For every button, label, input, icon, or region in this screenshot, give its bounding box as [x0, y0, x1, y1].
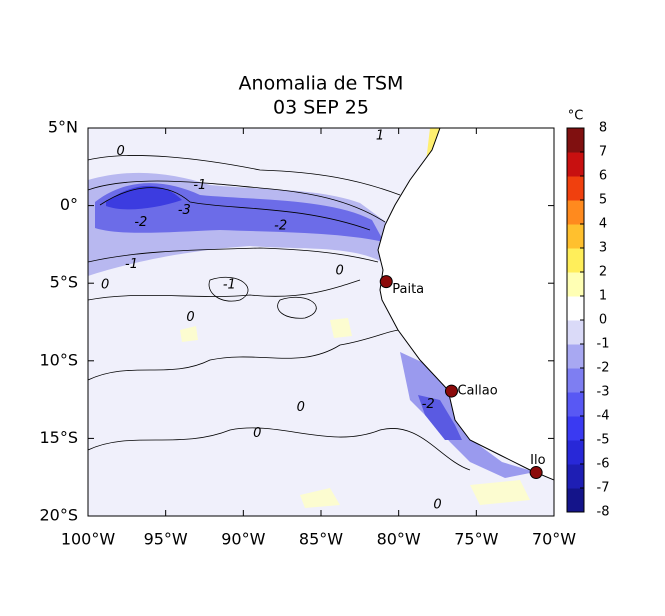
colorbar-segment — [567, 416, 584, 441]
anomaly-area — [106, 185, 182, 210]
colorbar-tick-label: -3 — [597, 385, 610, 400]
colorbar-segment — [567, 320, 584, 345]
land — [377, 128, 554, 481]
contour-label: -2 — [422, 397, 435, 412]
colorbar-tick-label: 7 — [599, 145, 607, 160]
colorbar-segment — [567, 440, 584, 465]
colorbar-tick-label: 5 — [599, 193, 607, 208]
colorbar-tick-label: -2 — [597, 361, 610, 376]
colorbar-tick-label: 0 — [599, 313, 607, 328]
contour-label: -1 — [125, 257, 138, 272]
y-tick-label: 15°S — [39, 428, 78, 447]
contour-label: -2 — [134, 215, 147, 230]
title-line: Anomalia de TSM — [239, 73, 404, 95]
contour-label: -3 — [178, 203, 191, 218]
y-tick-label: 5°N — [48, 118, 78, 137]
colorbar-segment — [567, 368, 584, 393]
colorbar-segment — [567, 344, 584, 369]
x-tick-label: 80°W — [377, 530, 421, 549]
y-tick-label: 10°S — [39, 350, 78, 369]
anomaly-area — [400, 352, 535, 478]
x-tick-label: 75°W — [454, 530, 498, 549]
colorbar-unit: °C — [568, 109, 584, 124]
contour-label: 1 — [376, 128, 384, 143]
contour-label: 0 — [433, 498, 441, 513]
contour-label: 0 — [253, 426, 261, 441]
colorbar-tick-label: -7 — [597, 481, 610, 496]
colorbar-tick-label: 8 — [599, 121, 607, 136]
contour-label: 0 — [186, 310, 194, 325]
title-line: 03 SEP 25 — [273, 97, 369, 119]
colorbar-segment — [567, 152, 584, 177]
colorbar-tick-label: 6 — [599, 169, 607, 184]
contours — [88, 155, 471, 471]
contour-label: 0 — [297, 400, 305, 415]
contour-label: 0 — [335, 263, 343, 278]
city-marker — [444, 384, 458, 398]
y-tick-label: 5°S — [50, 273, 78, 292]
colorbar-tick-label: 2 — [599, 265, 607, 280]
colorbar-segment — [567, 464, 584, 489]
colorbar-tick-label: 1 — [599, 289, 607, 304]
contour-label: 0 — [116, 144, 124, 159]
anomaly-area — [418, 395, 462, 440]
contour-label: -2 — [274, 218, 287, 233]
x-tick-label: 100°W — [61, 530, 116, 549]
colorbar-tick-label: -8 — [597, 505, 610, 520]
colorbar-segment — [567, 272, 584, 297]
colorbar-tick-label: 4 — [599, 217, 607, 232]
sst-field — [88, 128, 554, 516]
contour-label: -1 — [223, 277, 236, 292]
warm-patch — [180, 318, 530, 508]
x-tick-label: 70°W — [532, 530, 576, 549]
colorbar-tick-label: 3 — [599, 241, 607, 256]
colorbar-tick-label: -1 — [597, 337, 610, 352]
colorbar-segment — [567, 248, 584, 273]
colorbar-segment — [567, 296, 584, 321]
colorbar-tick-label: -5 — [597, 433, 610, 448]
city-label: Callao — [457, 384, 497, 399]
city-label: Paita — [392, 282, 424, 297]
contour-label: 0 — [101, 277, 109, 292]
y-tick-label: 0° — [60, 195, 78, 214]
city-label: Ilo — [530, 453, 545, 468]
x-tick-label: 90°W — [221, 530, 265, 549]
y-tick-label: 20°S — [39, 506, 78, 525]
city-marker — [379, 275, 393, 289]
city-marker — [529, 466, 543, 480]
colorbar-segment — [567, 392, 584, 417]
colorbar-tick-label: -4 — [597, 409, 610, 424]
x-tick-label: 85°W — [299, 530, 343, 549]
colorbar-segment — [567, 224, 584, 249]
colorbar-segment — [567, 200, 584, 225]
colorbar-segment — [567, 128, 584, 153]
contour-label: -1 — [193, 178, 206, 193]
colorbar-segment — [567, 488, 584, 513]
x-tick-label: 95°W — [144, 530, 188, 549]
colorbar-segment — [567, 176, 584, 201]
colorbar-tick-label: -6 — [597, 457, 610, 472]
